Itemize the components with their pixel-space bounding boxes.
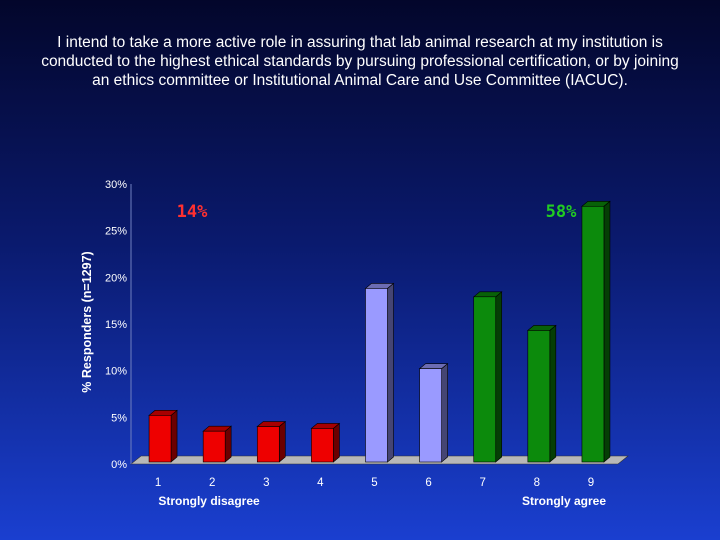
bar-side-face <box>441 363 448 463</box>
x-tick-label: 2 <box>209 477 215 489</box>
x-tick-label: 7 <box>480 477 486 489</box>
bar-front-face <box>365 288 388 463</box>
bar-front-face <box>256 426 280 463</box>
bar-side-face <box>549 324 557 463</box>
y-tick-label: 5% <box>111 412 127 424</box>
y-tick-label: 0% <box>111 459 127 471</box>
bar-side-face <box>333 422 340 463</box>
bar-front-face <box>527 330 551 463</box>
bar-side-face <box>603 200 611 463</box>
x-tick-label: 3 <box>263 477 269 489</box>
bar-front-face <box>419 368 442 463</box>
y-tick-label: 15% <box>105 319 127 331</box>
bar-2 <box>202 425 232 463</box>
bar-8 <box>527 324 557 463</box>
bar-7 <box>472 291 503 463</box>
bar-9 <box>581 200 611 463</box>
x-tick-label: 1 <box>155 477 161 489</box>
bar-side-face <box>170 409 178 463</box>
x-tick-label: 6 <box>425 477 431 489</box>
bar-side-face <box>278 420 286 463</box>
bar-front-face <box>581 205 605 463</box>
bar-front-face <box>202 430 226 463</box>
bar-3 <box>256 420 287 463</box>
scale-label-strongly-disagree: Strongly disagree <box>158 494 260 508</box>
y-tick-label: 25% <box>105 226 127 238</box>
bar-6 <box>418 363 449 463</box>
y-tick-label: 20% <box>105 272 127 284</box>
chart-bars <box>148 200 611 463</box>
bar-4 <box>310 422 341 463</box>
x-tick-label: 5 <box>371 477 377 489</box>
x-tick-label: 4 <box>317 477 324 489</box>
annotation-disagree-percent: 14% <box>177 202 208 222</box>
slide-title: I intend to take a more active role in a… <box>41 34 679 89</box>
chart-labels: 0% 5% 10% 15% 20% 25% 30% 1 2 3 4 5 6 7 8 9 <box>105 179 594 489</box>
bar-front-face <box>473 296 497 463</box>
annotation-agree-percent: 58% <box>546 202 577 222</box>
y-tick-label: 10% <box>105 366 127 378</box>
x-tick-label: 9 <box>588 477 594 489</box>
scale-label-strongly-agree: Strongly agree <box>522 494 606 508</box>
bar-front-face <box>311 428 334 463</box>
bar-side-face <box>224 425 232 463</box>
y-tick-label: 30% <box>105 179 127 191</box>
bar-side-face <box>387 282 394 463</box>
bar-side-face <box>495 291 503 463</box>
bar-1 <box>148 409 178 463</box>
x-tick-label: 8 <box>534 477 540 489</box>
bar-5 <box>364 282 395 463</box>
y-axis-title: % Responders (n=1297) <box>80 251 94 392</box>
bar-front-face <box>148 415 172 463</box>
